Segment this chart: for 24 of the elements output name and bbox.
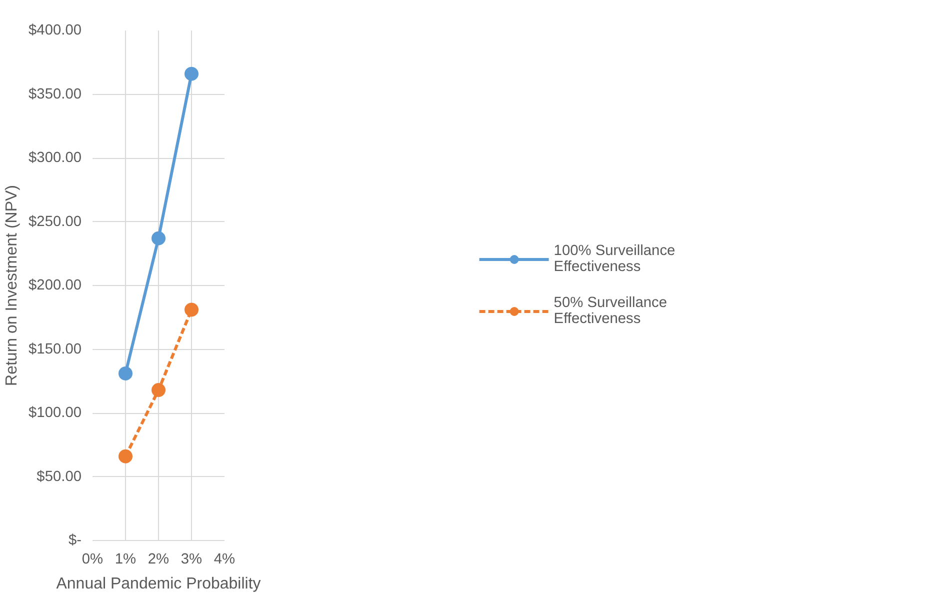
y-tick-label: $50.00 xyxy=(36,468,82,485)
y-tick-label: $100.00 xyxy=(28,405,82,421)
y-tick-label: $350.00 xyxy=(28,86,82,102)
legend-label: 100% Surveillance Effectiveness xyxy=(554,243,676,275)
x-tick-label: 1% xyxy=(114,552,136,568)
x-tick-label: 4% xyxy=(214,552,236,568)
x-axis-title: Annual Pandemic Probability xyxy=(56,576,261,592)
y-tick-label: $200.00 xyxy=(28,278,82,294)
y-tick-label: $300.00 xyxy=(28,150,82,166)
point xyxy=(184,66,198,81)
point xyxy=(152,231,166,246)
y-tick-label: $- xyxy=(68,532,82,548)
y-tick-label: $250.00 xyxy=(28,214,82,230)
x-tick-label: 0% xyxy=(82,552,104,568)
legend-label: 50% Surveillance Effectiveness xyxy=(554,295,668,327)
y-tick-label: $150.00 xyxy=(28,341,82,358)
point xyxy=(184,302,198,317)
y-axis-title: Return on Investment (NPV) xyxy=(4,185,21,386)
point xyxy=(118,366,132,380)
x-tick-label: 2% xyxy=(148,552,170,568)
point xyxy=(152,383,166,398)
x-tick-label: 3% xyxy=(180,552,202,568)
point xyxy=(118,449,132,464)
y-tick-label: $400.00 xyxy=(28,22,82,38)
